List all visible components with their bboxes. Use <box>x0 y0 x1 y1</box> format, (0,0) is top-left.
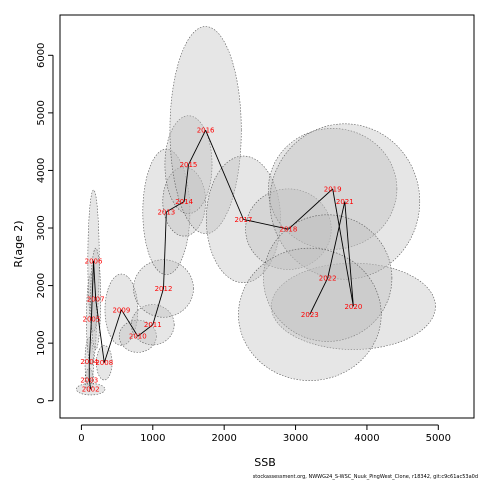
y-tick-label: 2000 <box>36 273 47 298</box>
segment-2004-2005 <box>88 318 92 362</box>
segment-2017-2018 <box>243 218 289 230</box>
point-label-2002: 2002 <box>82 386 100 394</box>
segment-2022-2023 <box>309 277 329 315</box>
point-label-2011: 2011 <box>144 321 162 329</box>
y-tick-label: 5000 <box>36 100 47 125</box>
x-tick-label: 2000 <box>211 433 236 444</box>
y-axis-title: R(age 2) <box>12 220 25 267</box>
segment-2016-2017 <box>205 129 244 220</box>
y-tick-label: 0 <box>36 398 47 404</box>
segment-2010-2011 <box>137 324 154 337</box>
point-label-2007: 2007 <box>87 295 105 303</box>
point-label-2022: 2022 <box>319 275 337 283</box>
point-label-2020: 2020 <box>344 303 362 311</box>
point-label-2006: 2006 <box>85 257 103 265</box>
y-tick-label: 3000 <box>36 215 47 240</box>
segment-2011-2012 <box>152 288 164 325</box>
point-label-2009: 2009 <box>112 306 130 314</box>
point-label-2010: 2010 <box>129 333 147 341</box>
point-label-2021: 2021 <box>336 198 354 206</box>
point-label-2023: 2023 <box>301 311 319 319</box>
segment-2005-2006 <box>90 260 94 319</box>
segment-2007-2008 <box>95 298 105 363</box>
trajectory-lines <box>88 129 354 390</box>
segment-2012-2013 <box>163 211 167 289</box>
segment-2008-2009 <box>103 309 122 363</box>
segment-2006-2007 <box>93 260 97 299</box>
point-label-2005: 2005 <box>82 315 100 323</box>
point-label-2013: 2013 <box>157 208 175 216</box>
y-tick-label: 6000 <box>36 43 47 68</box>
point-label-2003: 2003 <box>80 377 98 385</box>
plot-border <box>59 14 475 419</box>
segment-2020-2021 <box>344 201 354 307</box>
y-axis: 0 1000 2000 3000 4000 5000 6000 <box>36 43 54 404</box>
x-tick-label: 4000 <box>354 433 379 444</box>
x-tick-label: 5000 <box>426 433 451 444</box>
y-tick-label: 1000 <box>36 330 47 355</box>
point-label-2014: 2014 <box>175 198 193 206</box>
point-label-2018: 2018 <box>279 226 297 234</box>
x-tick-label: 1000 <box>140 433 165 444</box>
segment-2018-2019 <box>288 188 333 230</box>
point-label-2004: 2004 <box>80 358 98 366</box>
segment-2002-2003 <box>88 379 92 390</box>
x-axis-title: SSB <box>254 456 276 469</box>
point-label-2016: 2016 <box>197 127 215 135</box>
point-label-2019: 2019 <box>324 185 342 193</box>
segment-2015-2016 <box>188 129 207 165</box>
segment-2013-2014 <box>166 201 185 213</box>
segment-2009-2010 <box>121 309 139 337</box>
x-tick-label: 3000 <box>283 433 308 444</box>
point-label-2015: 2015 <box>180 161 198 169</box>
segment-2019-2020 <box>332 188 354 307</box>
segment-2021-2022 <box>327 201 346 279</box>
point-label-2008: 2008 <box>95 359 113 367</box>
x-axis: 0 1000 2000 3000 4000 5000 <box>78 424 451 444</box>
x-tick-label: 0 <box>78 433 84 444</box>
segment-2014-2015 <box>183 164 189 202</box>
footer-text: stockassessment.org, NWWG24_S-WSC_Nuuk_P… <box>253 474 478 480</box>
point-label-2017: 2017 <box>235 216 253 224</box>
y-tick-label: 4000 <box>36 158 47 183</box>
point-label-2012: 2012 <box>155 285 173 293</box>
